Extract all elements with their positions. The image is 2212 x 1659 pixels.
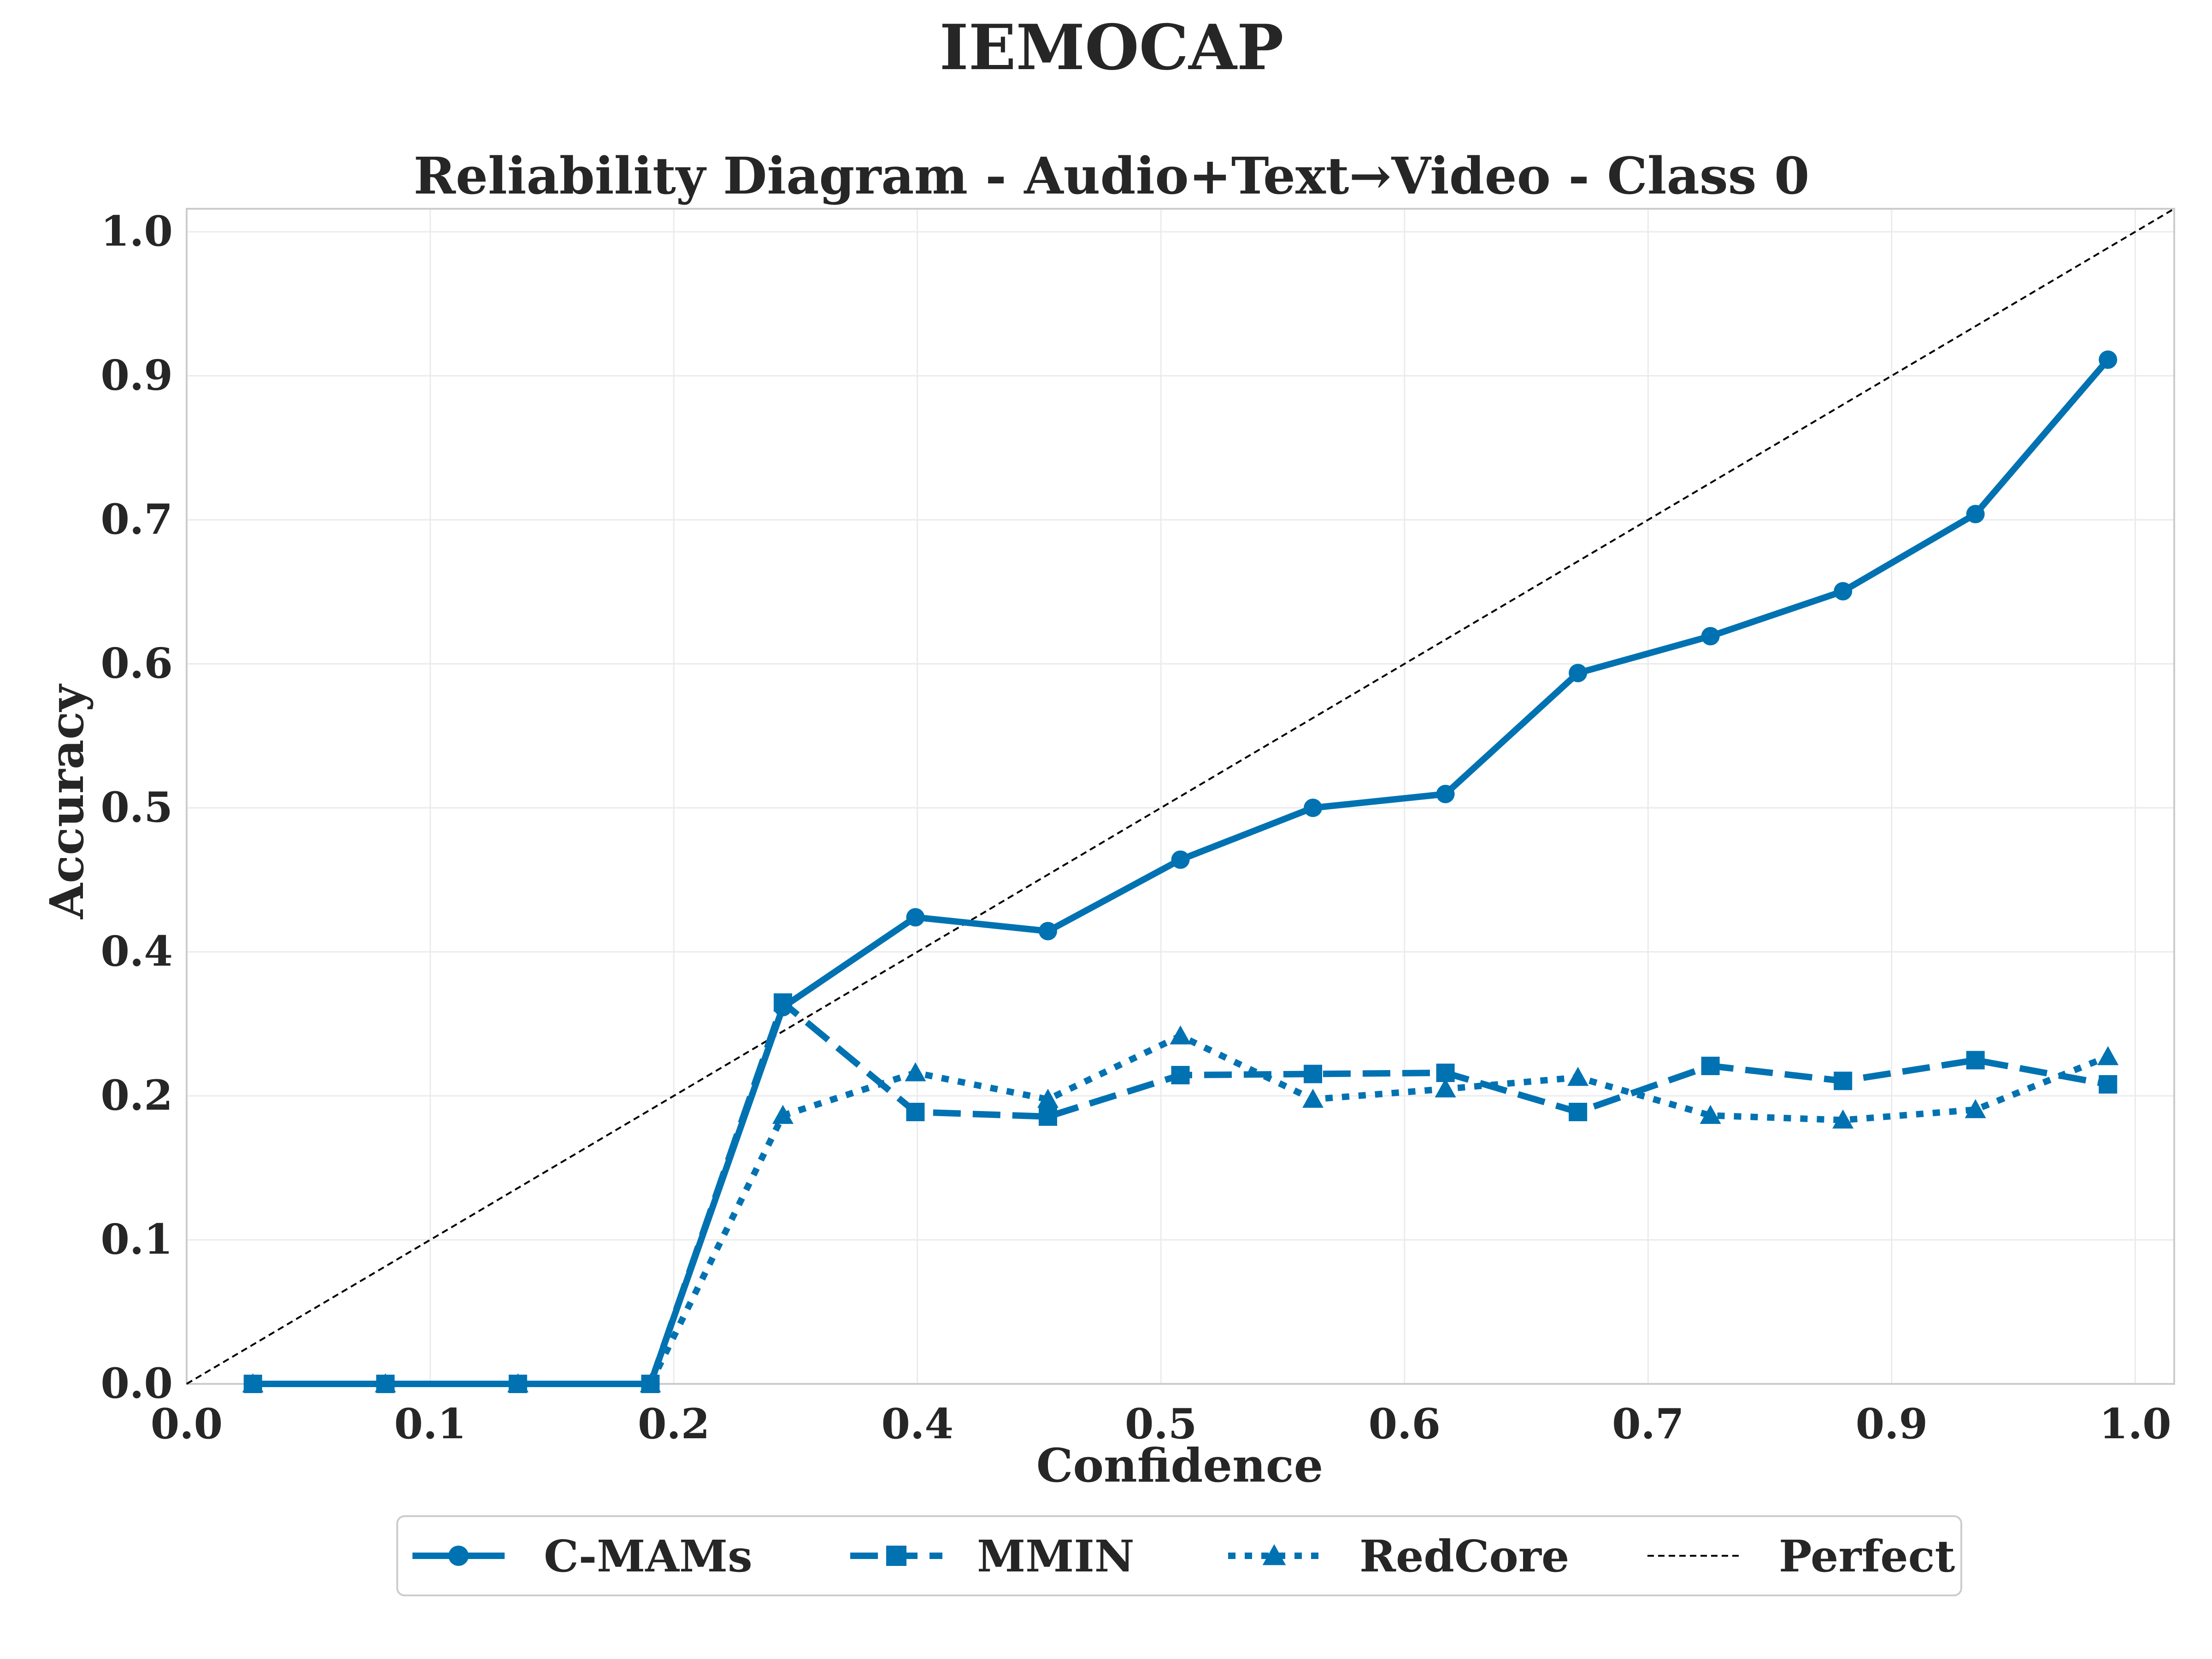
legend-marker-mmin <box>886 1546 906 1566</box>
point-c-mams <box>1569 664 1588 682</box>
point-mmin <box>1171 1066 1190 1084</box>
chart-title: Reliability Diagram - Audio+Text→Video -… <box>413 146 1809 206</box>
legend-marker-c-mams <box>448 1546 469 1566</box>
x-axis-ticks: 0.0 0.1 0.2 0.4 0.5 0.6 0.7 0.9 1.0 <box>151 1400 2171 1448</box>
y-axis-ticks: 0.0 0.1 0.2 0.4 0.5 0.6 0.7 0.9 1.0 <box>100 207 173 1408</box>
y-tick-label: 0.0 <box>100 1359 173 1408</box>
legend-label-mmin: MMIN <box>977 1531 1135 1582</box>
point-mmin <box>1304 1065 1323 1083</box>
legend-label-perfect: Perfect <box>1779 1531 1955 1582</box>
point-redcore <box>1965 1099 1986 1118</box>
point-c-mams <box>243 1375 262 1393</box>
point-c-mams <box>376 1375 395 1393</box>
y-tick-label: 0.9 <box>100 351 173 400</box>
x-tick-label: 0.7 <box>1612 1400 1684 1448</box>
point-c-mams <box>1834 582 1853 600</box>
point-redcore <box>1302 1088 1324 1108</box>
x-tick-label: 1.0 <box>2099 1400 2171 1448</box>
point-mmin <box>1038 1107 1057 1126</box>
point-redcore <box>1832 1109 1854 1129</box>
x-axis-label: Confidence <box>1036 1438 1323 1493</box>
y-tick-label: 0.6 <box>100 639 173 688</box>
point-mmin <box>906 1103 925 1121</box>
point-c-mams <box>1436 785 1455 803</box>
legend-label-redcore: RedCore <box>1359 1531 1569 1582</box>
x-tick-label: 0.2 <box>638 1400 710 1448</box>
x-tick-label: 0.4 <box>881 1400 953 1448</box>
legend-box <box>396 1515 1962 1596</box>
point-mmin <box>1701 1057 1720 1075</box>
point-c-mams <box>1171 850 1190 869</box>
point-redcore <box>1170 1025 1191 1045</box>
point-redcore <box>1435 1078 1456 1098</box>
chart-suptitle: IEMOCAP <box>940 11 1284 84</box>
x-tick-label: 0.9 <box>1856 1400 1928 1448</box>
point-c-mams <box>641 1375 660 1393</box>
point-redcore <box>2097 1046 2119 1065</box>
point-mmin <box>1966 1051 1985 1070</box>
point-c-mams <box>906 908 925 927</box>
y-tick-label: 0.4 <box>100 927 173 976</box>
point-redcore <box>1037 1088 1059 1108</box>
point-mmin <box>1834 1071 1853 1090</box>
point-mmin <box>1436 1064 1455 1082</box>
point-redcore <box>1567 1067 1589 1086</box>
point-c-mams <box>773 998 792 1017</box>
y-tick-label: 0.1 <box>100 1215 173 1264</box>
point-mmin <box>2099 1075 2118 1094</box>
point-redcore <box>905 1062 926 1082</box>
legend-label-c-mams: C-MAMs <box>544 1531 753 1582</box>
plot-frame <box>186 208 2175 1385</box>
y-tick-label: 0.2 <box>100 1071 173 1120</box>
point-c-mams <box>1304 799 1323 817</box>
point-c-mams <box>1966 505 1985 524</box>
legend-marker-redcore <box>1262 1544 1286 1565</box>
x-tick-label: 0.6 <box>1368 1400 1441 1448</box>
point-redcore <box>772 1105 794 1124</box>
y-tick-label: 0.7 <box>100 495 173 544</box>
x-tick-label: 0.0 <box>151 1400 223 1448</box>
y-tick-label: 1.0 <box>100 207 173 256</box>
y-tick-label: 0.5 <box>100 783 173 832</box>
x-tick-label: 0.1 <box>394 1400 466 1448</box>
point-mmin <box>1569 1103 1588 1121</box>
x-tick-label: 0.5 <box>1125 1400 1197 1448</box>
y-axis-label: Accuracy <box>40 683 94 919</box>
series-line-perfect <box>186 208 2175 1385</box>
point-c-mams <box>508 1375 527 1393</box>
data-markers <box>242 350 2119 1393</box>
point-c-mams <box>1038 922 1057 941</box>
point-c-mams <box>2099 350 2118 369</box>
point-redcore <box>1700 1105 1721 1124</box>
legend: C-MAMs MMIN RedCore Perfect <box>396 1515 1962 1596</box>
point-c-mams <box>1701 627 1720 646</box>
